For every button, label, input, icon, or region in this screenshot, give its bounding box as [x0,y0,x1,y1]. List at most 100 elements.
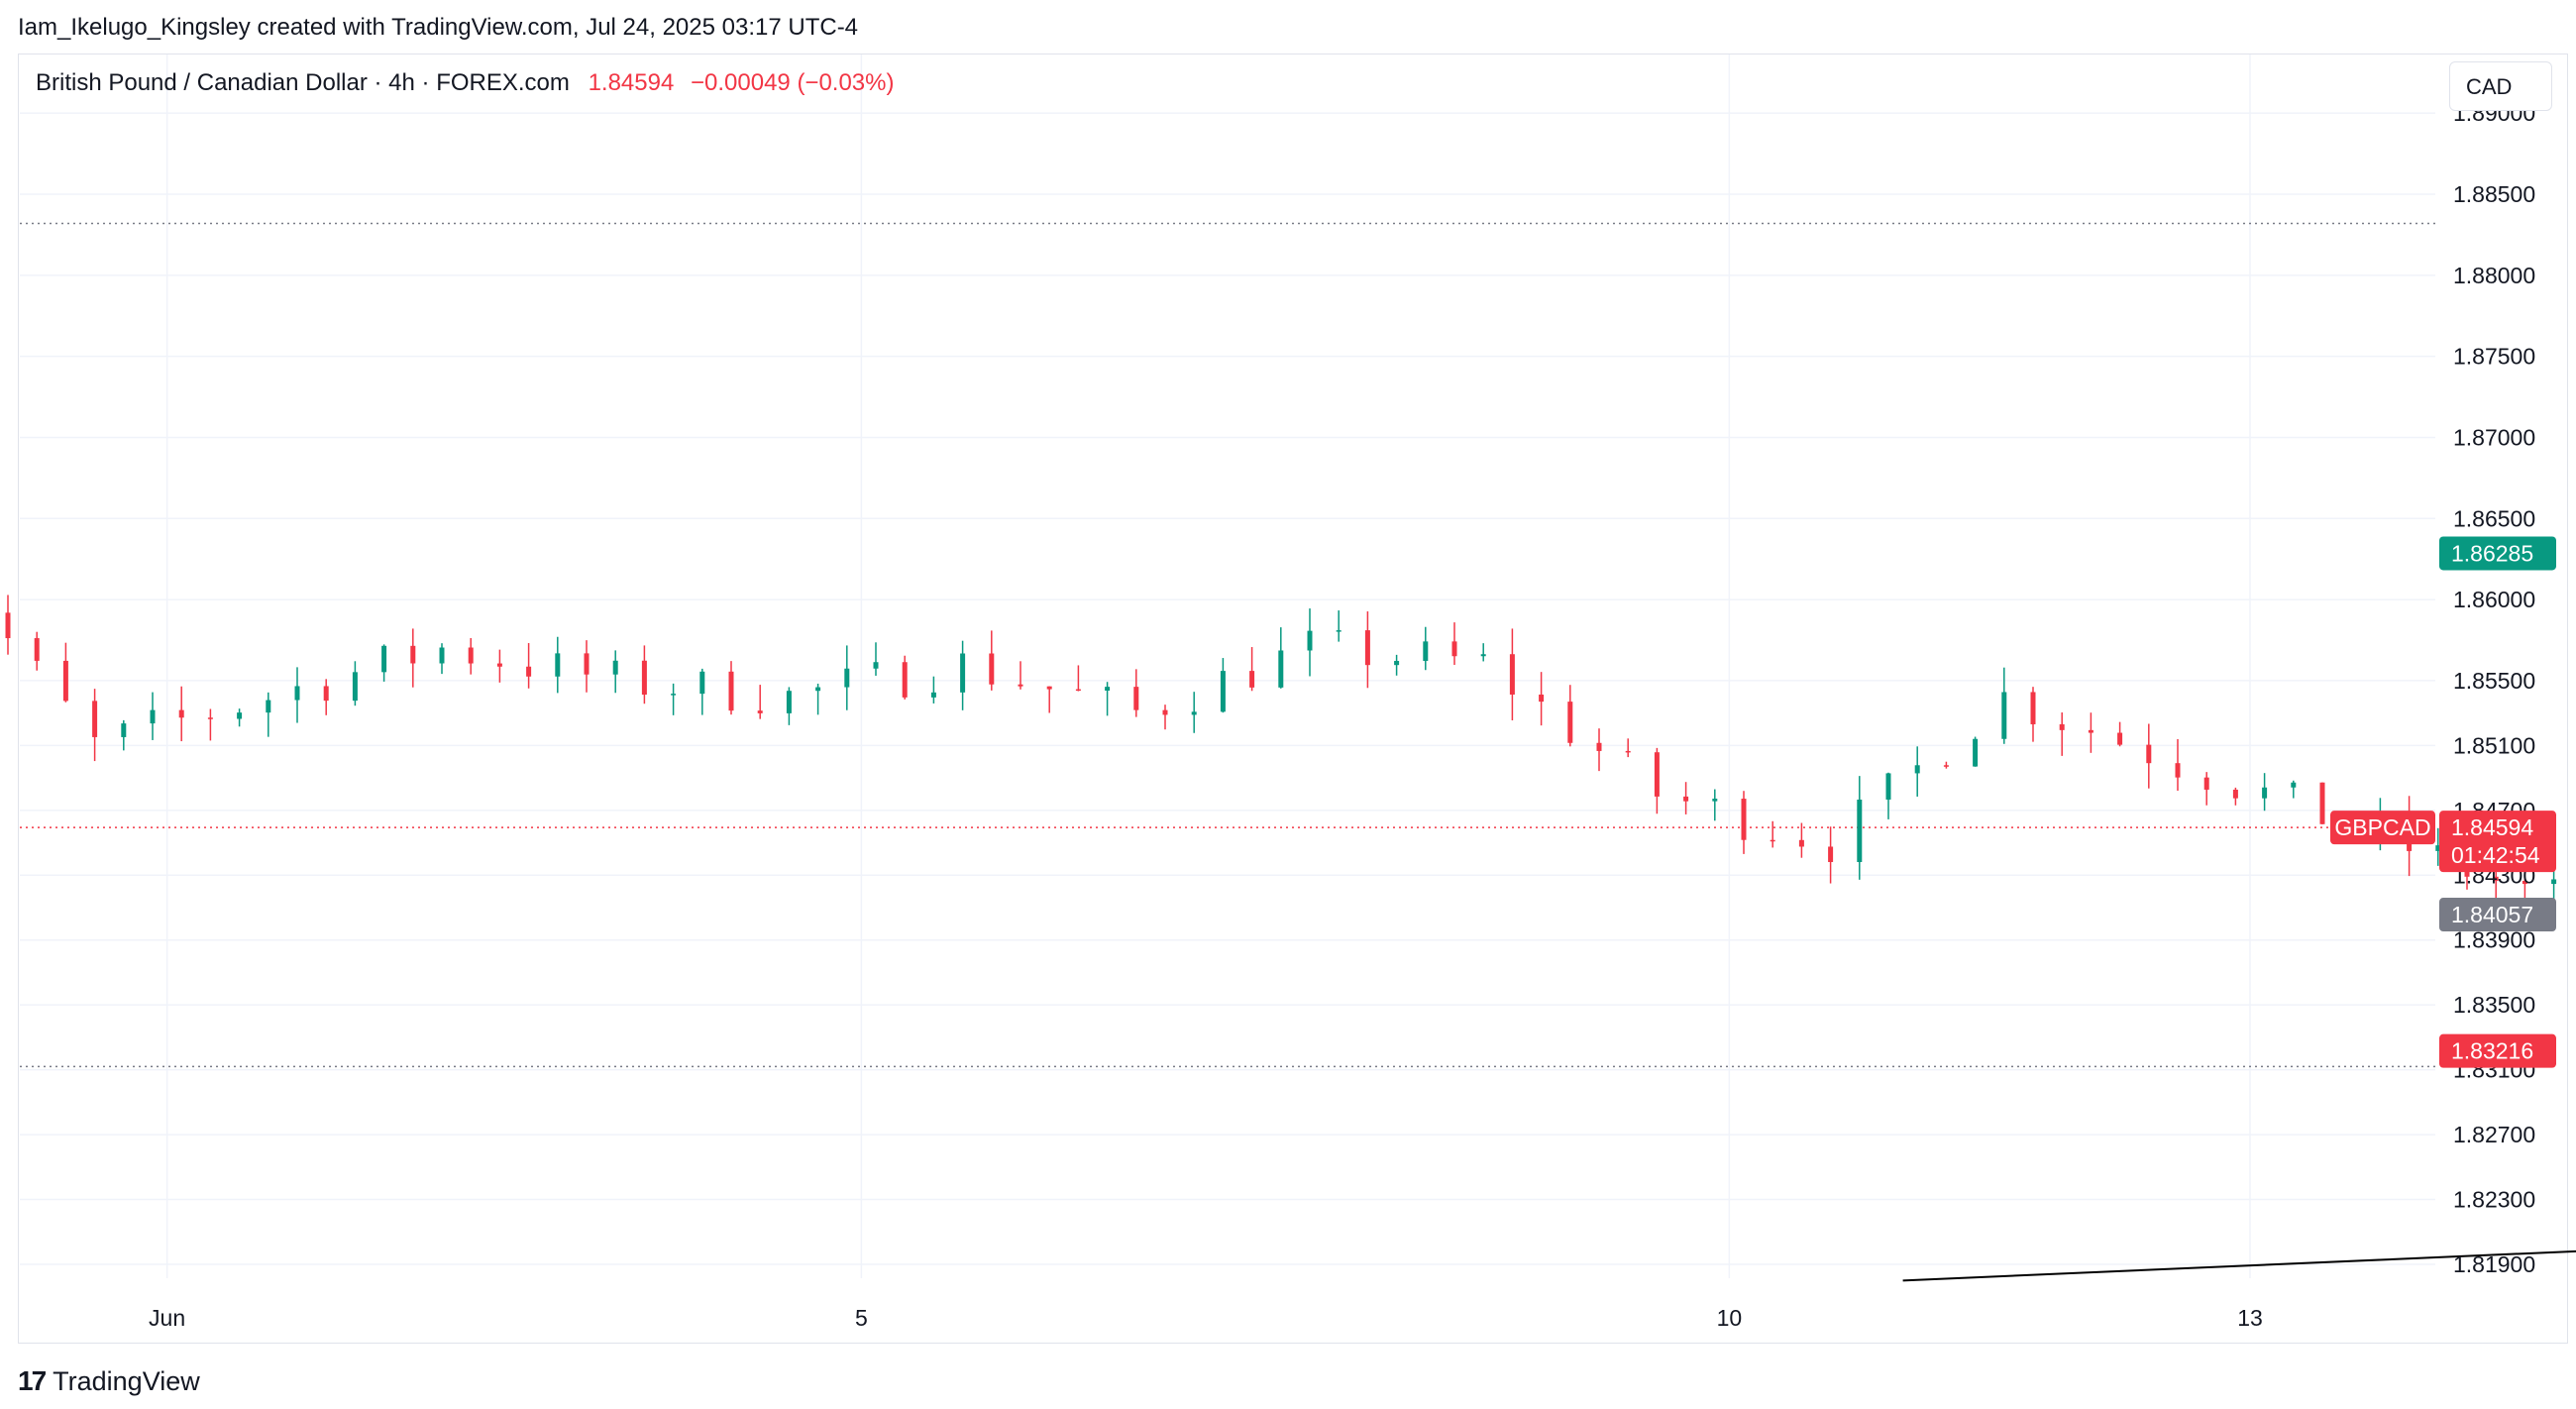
y-tick-label: 1.82700 [2453,1122,2535,1147]
candle-body [728,671,734,711]
candle-body [2001,692,2007,739]
candle-body [786,691,792,713]
candle-body [1278,650,1284,688]
candle-body [902,662,908,698]
y-tick-label: 1.88500 [2453,181,2535,207]
candle-body [1249,671,1255,688]
y-tick-label: 1.83900 [2453,927,2535,953]
candle-body [1509,654,1515,695]
candle-body [757,710,763,713]
x-tick-label: Jun [149,1305,185,1331]
candle-body [2203,777,2209,790]
candle-body [178,709,184,718]
candle-body [496,663,502,667]
candle-body [1307,630,1313,651]
candle-body [2551,879,2557,885]
take-profit-label-text: 1.86285 [2451,540,2533,566]
grid-layer [20,54,2435,1278]
candle-body [1162,709,1168,715]
entry-label-bg [2439,898,2556,932]
y-tick-label: 1.81900 [2453,1251,2535,1277]
candle-body [1105,687,1111,691]
y-tick-label: 1.86500 [2453,505,2535,531]
chart-caption: Iam_Ikelugo_Kingsley created with Tradin… [18,14,859,41]
candle-body [207,717,213,719]
last-price-label-bg [2439,811,2556,873]
candle-body [2493,876,2499,881]
candle-body [1973,738,1979,767]
candle-body [1364,630,1370,666]
candle-body [1654,752,1660,797]
candle-body [1625,750,1631,753]
tradingview-logo[interactable]: 17 TradingView [18,1365,200,1397]
candle-body [1394,661,1400,666]
candle-body [2291,782,2297,788]
symbol-tag-bg [2330,811,2435,845]
candle-body [526,666,532,677]
candle-body [2522,880,2527,885]
candle-body [150,709,156,724]
y-tick-label: 1.85500 [2453,668,2535,694]
candle-body [381,645,387,673]
time-axis: Jun51013182226Jul4913172225Aug6101419 [149,1305,2263,1331]
candle-body [1596,742,1602,751]
candle-body [2262,787,2268,799]
candles [5,595,2557,910]
entry-label: 1.84057 [2439,898,2556,932]
candle-body [699,671,705,695]
candle-body [2117,732,2123,745]
candle-body [1046,686,1052,690]
candle-body [1828,846,1834,863]
y-tick-label: 1.87000 [2453,424,2535,450]
candle-body [2435,845,2441,851]
x-tick-label: 5 [855,1305,868,1331]
candle-body [815,687,821,692]
candle-body [294,686,300,701]
x-tick-label: 13 [2237,1305,2263,1331]
entry-label-text: 1.84057 [2451,902,2533,927]
candle-body [352,672,358,702]
candle-body [1712,799,1718,802]
candle-body [92,701,98,737]
symbol-tag-text: GBPCAD [2334,814,2430,840]
candle-body [1885,773,1891,800]
candle-body [641,660,647,696]
y-tick-label: 1.87500 [2453,344,2535,370]
candle-body [1336,630,1342,632]
tradingview-logo-text: TradingView [53,1365,200,1396]
candle-body [1018,684,1023,687]
candle-body [1683,796,1689,802]
header-price: 1.84594 [588,69,675,96]
candle-body [584,653,590,675]
candle-body [1770,839,1775,842]
candle-body [323,686,329,702]
currency-button[interactable]: CAD [2449,61,2552,111]
candle-body [1943,765,1949,767]
candle-body [34,638,40,661]
price-axis: 1.890001.885001.880001.875001.870001.865… [2453,100,2535,1277]
candle-body [844,668,850,688]
candle-body [1191,711,1197,715]
candle-body [612,660,618,675]
candle-body [1480,654,1486,657]
candle-body [1220,671,1226,712]
stop-loss-label-text: 1.83216 [2451,1038,2533,1064]
candle-body [1857,799,1863,863]
candle-body [1798,839,1804,847]
candle-body [2059,723,2065,730]
chart-frame[interactable] [18,54,2568,1344]
header-change: −0.00049 (−0.03%) [691,69,895,96]
take-profit-label: 1.86285 [2439,536,2556,571]
candle-body [1914,765,1920,774]
y-tick-label: 1.85100 [2453,732,2535,758]
symbol-header: British Pound / Canadian Dollar · 4h · F… [36,69,895,97]
candle-body [439,647,445,664]
candle-body [2319,782,2325,824]
candle-body [930,692,936,698]
candle-body [2146,744,2152,764]
candle-body [1075,689,1081,692]
candle-body [873,662,879,669]
take-profit-label-bg [2439,536,2556,571]
